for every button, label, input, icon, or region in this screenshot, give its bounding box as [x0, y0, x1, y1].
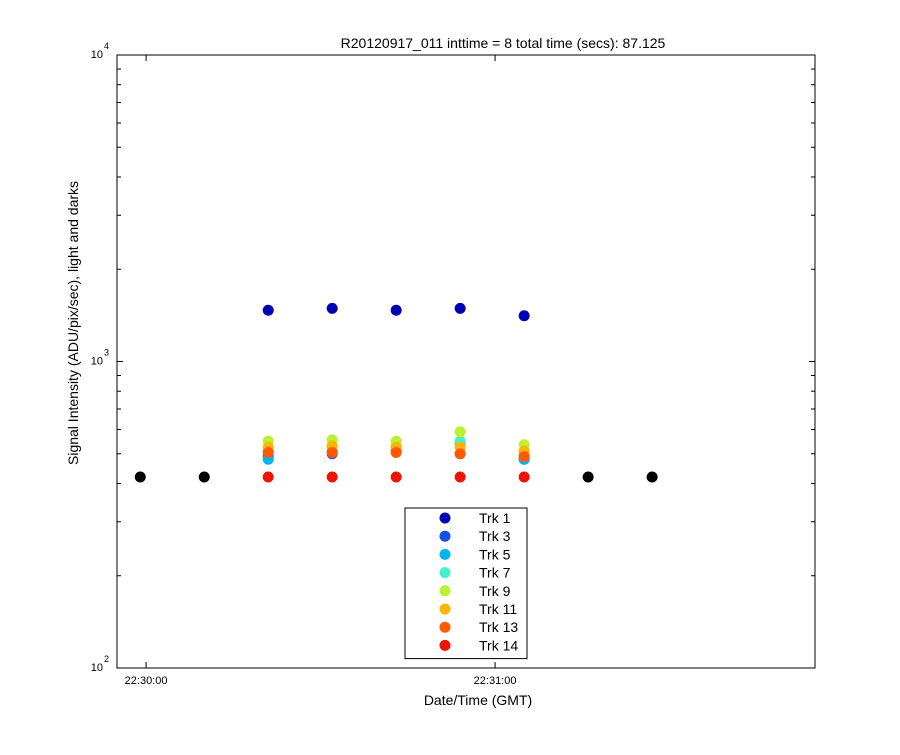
- point-trk-1: [390, 304, 402, 316]
- y-tick-exponent: 2: [104, 654, 109, 664]
- legend-marker: [439, 639, 451, 651]
- dark-point: [198, 471, 210, 483]
- legend: Trk 1 Trk 3 Trk 5 Trk 7 Trk 9 Trk 11 Trk 13 Trk…: [404, 507, 528, 660]
- x-axis-label: Date/Time (GMT): [424, 692, 532, 708]
- y-tick-exponent: 3: [104, 348, 109, 358]
- data-points: [134, 302, 658, 483]
- point-trk-1: [454, 302, 466, 314]
- y-tick-exponent: 4: [104, 41, 109, 51]
- y-tick-label: 10: [91, 356, 103, 368]
- legend-label: Trk 1: [479, 510, 511, 526]
- point-trk-1: [262, 304, 274, 316]
- point-trk-13: [518, 450, 530, 462]
- dark-point: [582, 471, 594, 483]
- point-trk-1: [518, 310, 530, 322]
- point-trk-14: [454, 471, 466, 483]
- x-tick-label: 22:31:00: [474, 675, 517, 687]
- legend-label: Trk 14: [479, 637, 518, 653]
- dark-point: [646, 471, 658, 483]
- chart-title: R20120917_011 inttime = 8 total time (se…: [341, 35, 666, 51]
- y-tick-label: 10: [91, 49, 103, 61]
- legend-marker: [439, 585, 451, 597]
- legend-label: Trk 7: [479, 565, 511, 581]
- y-axis-label: Signal Intensity (ADU/pix/sec), light an…: [65, 181, 81, 465]
- legend-label: Trk 11: [479, 601, 517, 617]
- dark-point: [134, 471, 146, 483]
- point-trk-14: [326, 471, 338, 483]
- y-tick-label: 10: [91, 662, 103, 674]
- legend-marker: [439, 621, 451, 633]
- point-trk-14: [518, 471, 530, 483]
- point-trk-14: [262, 471, 274, 483]
- legend-label: Trk 13: [479, 619, 518, 635]
- legend-label: Trk 3: [479, 528, 511, 544]
- x-tick-label: 22:30:00: [125, 675, 168, 687]
- legend-marker: [439, 603, 451, 615]
- point-trk-1: [326, 302, 338, 314]
- legend-marker: [439, 567, 451, 579]
- point-trk-13: [262, 446, 274, 458]
- point-trk-9: [454, 426, 466, 438]
- point-trk-13: [390, 446, 402, 458]
- point-trk-13: [326, 446, 338, 458]
- legend-marker: [439, 548, 451, 560]
- legend-marker: [439, 530, 451, 542]
- legend-marker: [439, 512, 451, 524]
- legend-label: Trk 9: [479, 583, 511, 599]
- legend-box: [404, 507, 528, 660]
- point-trk-14: [390, 471, 402, 483]
- point-trk-13: [454, 448, 466, 460]
- legend-label: Trk 5: [479, 546, 511, 562]
